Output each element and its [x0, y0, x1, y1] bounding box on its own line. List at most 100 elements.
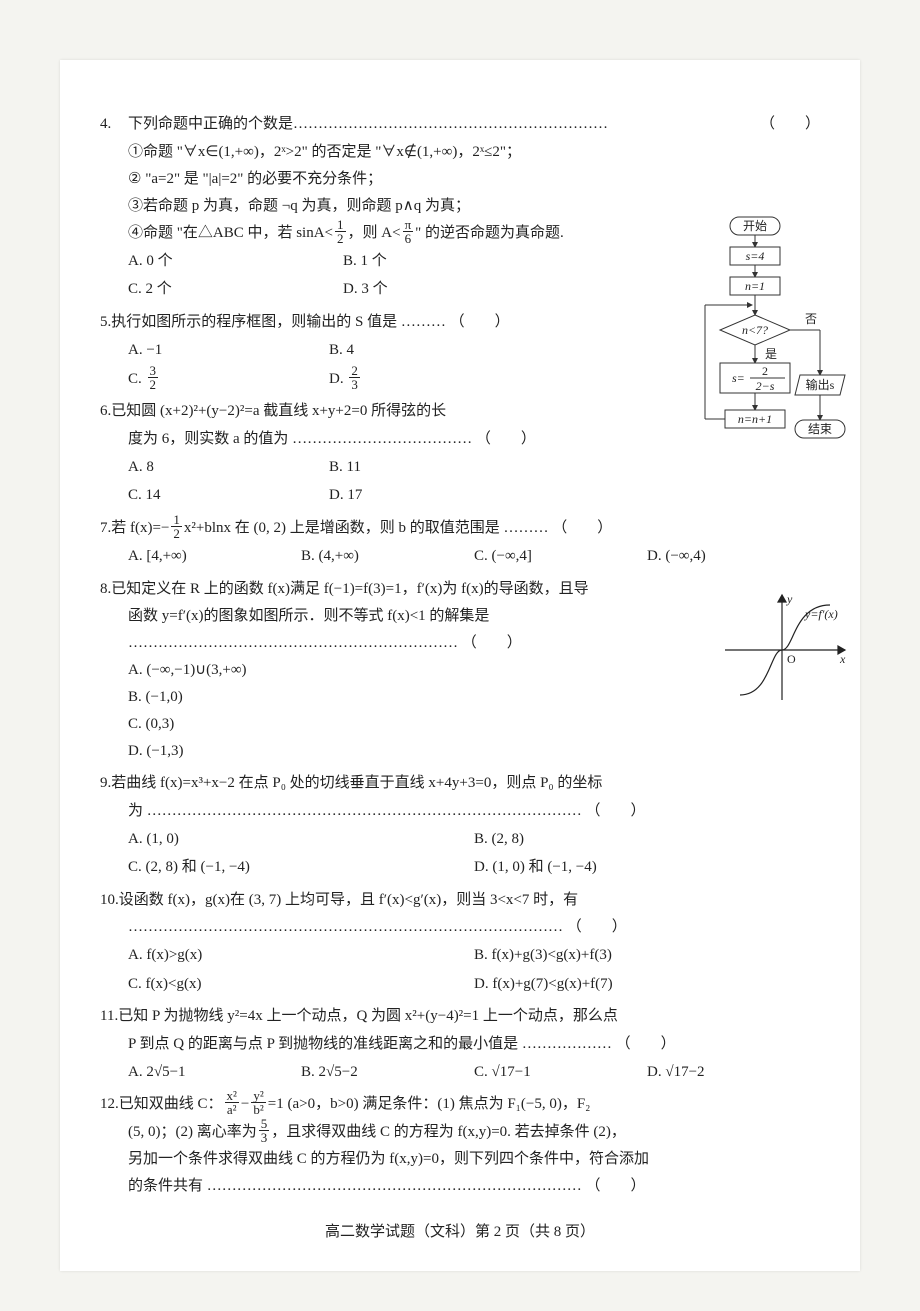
q10-opt-b: B. f(x)+g(3)<g(x)+f(3) [474, 941, 820, 970]
q10-opt-a: A. f(x)>g(x) [128, 941, 474, 970]
q4-stmt1: ①命题 "∀x∈(1,+∞)，2ˣ>2" 的否定是 "∀x∉(1,+∞)，2ˣ≤… [128, 139, 820, 166]
q8-opt-c: C. (0,3) [128, 711, 820, 738]
q12na: x² [225, 1089, 239, 1103]
q6-opt-d: D. 17 [329, 481, 530, 510]
question-5: 5.执行如图所示的程序框图，则输出的 S 值是 ……… （ ） A. −1 B.… [100, 308, 530, 394]
q4-stem: 下列命题中正确的个数是 [128, 110, 293, 139]
q10-num: 10. [100, 892, 119, 908]
q6-opt-a: A. 8 [128, 453, 329, 482]
q11-l2: P 到点 Q 的距离与点 P 到抛物线的准线距离之和的最小值是 ……………… （… [128, 1031, 820, 1058]
q11-opt-d: D. √17−2 [647, 1058, 820, 1087]
q12nb: y² [251, 1089, 265, 1103]
q5-opt-a: A. −1 [128, 336, 329, 365]
question-10: 10.设函数 f(x)，g(x)在 (3, 7) 上均可导，且 f′(x)<g′… [100, 886, 820, 999]
q4-dots: ……………………………………………………… [293, 110, 760, 139]
q9-opt-d: D. (1, 0) 和 (−1, −4) [474, 853, 820, 882]
q5d-pre: D. [329, 371, 347, 387]
q8-opt-d: D. (−1,3) [128, 738, 820, 765]
q8-num: 8. [100, 581, 111, 597]
q12en: 5 [259, 1117, 270, 1131]
flow-fn: 2 [762, 364, 768, 378]
q11-opt-c: C. √17−1 [474, 1058, 647, 1087]
q9-l2: 为 …………………………………………………………………………… （ ） [128, 798, 820, 825]
q8-opt-a: A. (−∞,−1)∪(3,+∞) [128, 657, 820, 684]
q12ed: 3 [259, 1131, 270, 1144]
q6-opt-c: C. 14 [128, 481, 329, 510]
graph-x: x [839, 652, 846, 666]
q12-l4: 的条件共有 ………………………………………………………………… （ ） [128, 1173, 820, 1200]
q10-l1: 设函数 f(x)，g(x)在 (3, 7) 上均可导，且 f′(x)<g′(x)… [119, 892, 578, 908]
question-7: 7.若 f(x)=−12x²+blnx 在 (0, 2) 上是增函数，则 b 的… [100, 514, 820, 571]
q4-f2n: π [403, 218, 414, 232]
flow-end: 结束 [808, 422, 832, 436]
question-12: 12.已知双曲线 C：x²a²−y²b²=1 (a>0，b>0) 满足条件：(1… [100, 1090, 820, 1200]
q12da: a² [225, 1103, 239, 1116]
q7-post: x²+blnx 在 (0, 2) 上是增函数，则 b 的取值范围是 ……… （ … [184, 520, 612, 536]
flow-seq: s= [732, 371, 745, 385]
q12-l2post: ，且求得双曲线 C 的方程为 f(x,y)=0. 若去掉条件 (2)， [271, 1124, 626, 1140]
q9-opt-b: B. (2, 8) [474, 825, 820, 854]
q12-l2: (5, 0)；(2) 离心率为53，且求得双曲线 C 的方程为 f(x,y)=0… [128, 1119, 820, 1146]
q5dd: 3 [349, 378, 360, 391]
q12-pre: 已知双曲线 C： [119, 1096, 223, 1112]
q4-stmt4: ④命题 "在△ABC 中，若 sinA<12，则 A<π6" 的逆否命题为真命题… [128, 220, 820, 247]
q5c-pre: C. [128, 371, 146, 387]
exam-page: 开始 s=4 n=1 n<7? 否 是 s= 2 2−s [60, 60, 860, 1271]
question-4: 4. 下列命题中正确的个数是 ……………………………………………………… （ ）… [100, 110, 820, 304]
q4-paren: （ ） [760, 110, 820, 139]
q7-opt-b: B. (4,+∞) [301, 542, 474, 571]
q8-l2: 函数 y=f′(x)的图象如图所示．则不等式 f(x)<1 的解集是 [128, 603, 568, 630]
q5-opt-b: B. 4 [329, 336, 530, 365]
q10-opt-d: D. f(x)+g(7)<g(x)+f(7) [474, 970, 820, 999]
q4-num: 4. [100, 110, 128, 139]
q8-opt-b: B. (−1,0) [128, 684, 820, 711]
question-6: 6.已知圆 (x+2)²+(y−2)²=a 截直线 x+y+2=0 所得弦的长 … [100, 397, 530, 510]
q11-opt-a: A. 2√5−1 [128, 1058, 301, 1087]
question-8: 8.已知定义在 R 上的函数 f(x)满足 f(−1)=f(3)=1，f′(x)… [100, 575, 820, 766]
q10-opt-c: C. f(x)<g(x) [128, 970, 474, 999]
q6-l2: 度为 6，则实数 a 的值为 ……………………………… （ ） [128, 426, 530, 453]
q5-opt-c: C. 32 [128, 365, 329, 394]
flow-out: 输出s [806, 377, 835, 392]
flow-fd: 2−s [756, 379, 775, 393]
q4-f1n: 1 [335, 218, 346, 232]
q5cn: 3 [148, 364, 159, 378]
q7-opt-c: C. (−∞,4] [474, 542, 647, 571]
q7d: 2 [171, 527, 182, 540]
q4-opt-c: C. 2 个 [128, 275, 343, 304]
q4-opt-a: A. 0 个 [128, 247, 343, 276]
q11-opt-b: B. 2√5−2 [301, 1058, 474, 1087]
q4-opt-b: B. 1 个 [343, 247, 558, 276]
q4-s4-pre: ④命题 "在△ABC 中，若 sinA< [128, 225, 333, 241]
q4-f2d: 6 [403, 232, 414, 245]
q5-stem: 执行如图所示的程序框图，则输出的 S 值是 ……… （ ） [111, 314, 509, 330]
question-11: 11.已知 P 为抛物线 y²=4x 上一个动点，Q 为圆 x²+(y−4)²=… [100, 1002, 820, 1086]
q7-opt-a: A. [4,+∞) [128, 542, 301, 571]
q9-opt-c: C. (2, 8) 和 (−1, −4) [128, 853, 474, 882]
q12-l2pre: (5, 0)；(2) 离心率为 [128, 1124, 257, 1140]
q5cd: 2 [148, 378, 159, 391]
q9-opt-a: A. (1, 0) [128, 825, 474, 854]
q8-dots: ………………………………………………………… （ ） [128, 630, 568, 657]
q6-l1: 已知圆 (x+2)²+(y−2)²=a 截直线 x+y+2=0 所得弦的长 [111, 403, 446, 419]
q11-l1: 已知 P 为抛物线 y²=4x 上一个动点，Q 为圆 x²+(y−4)²=1 上… [118, 1008, 618, 1024]
q12-l3: 另加一个条件求得双曲线 C 的方程仍为 f(x,y)=0，则下列四个条件中，符合… [128, 1146, 820, 1173]
q12-num: 12. [100, 1096, 119, 1112]
q4-s4-mid: ，则 A< [348, 225, 401, 241]
q7-opt-d: D. (−∞,4) [647, 542, 820, 571]
q11-num: 11. [100, 1008, 118, 1024]
q12db: b² [251, 1103, 265, 1116]
q8-l1: 已知定义在 R 上的函数 f(x)满足 f(−1)=f(3)=1，f′(x)为 … [111, 581, 588, 597]
q4-stmt3: ③若命题 p 为真，命题 ¬q 为真，则命题 p∧q 为真； [128, 193, 820, 220]
page-footer: 高二数学试题（文科）第 2 页（共 8 页） [100, 1220, 820, 1241]
q7-pre: 若 f(x)=− [111, 520, 169, 536]
q10-dots: …………………………………………………………………………… （ ） [128, 914, 820, 941]
q9-num: 9. [100, 775, 111, 791]
q6-num: 6. [100, 403, 111, 419]
flow-cond: n<7? [742, 323, 768, 337]
q6-opt-b: B. 11 [329, 453, 530, 482]
q4-s4-post: " 的逆否命题为真命题. [415, 225, 564, 241]
q7-num: 7. [100, 520, 111, 536]
flow-no: 否 [805, 312, 817, 326]
flow-inc: n=n+1 [738, 412, 772, 426]
